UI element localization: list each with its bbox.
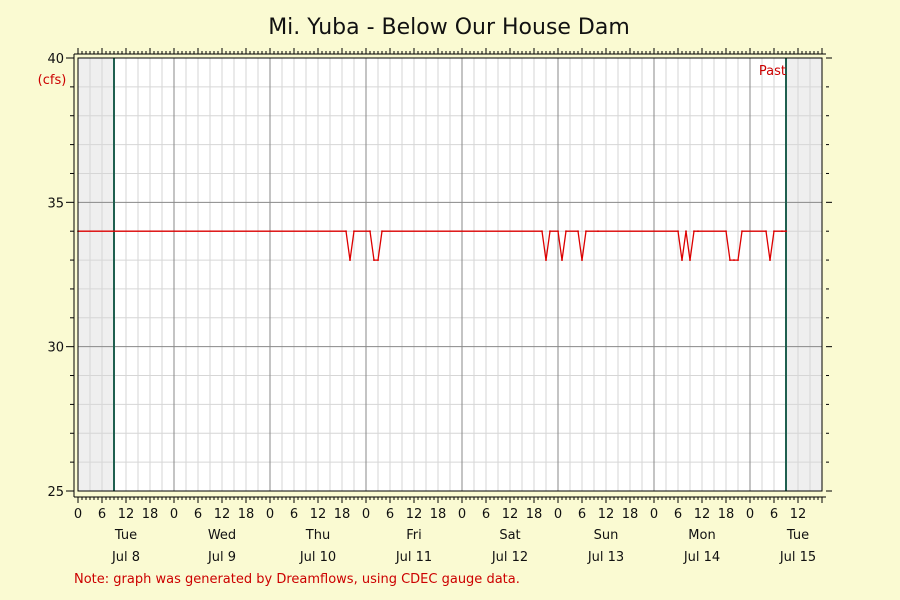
data-point — [697, 230, 699, 233]
data-point — [581, 259, 583, 261]
day-weekday-label: Mon — [688, 528, 715, 543]
data-point — [685, 230, 687, 233]
past-label: Past — [759, 64, 786, 79]
x-tick-label: 0 — [554, 507, 562, 522]
day-weekday-label: Tue — [114, 528, 137, 543]
x-tick-label: 6 — [194, 507, 202, 522]
data-point — [381, 230, 383, 233]
data-point — [549, 230, 551, 233]
x-tick-label: 18 — [142, 507, 159, 522]
data-point — [725, 230, 727, 233]
y-tick-label: 35 — [47, 196, 64, 211]
data-point — [785, 230, 787, 233]
x-tick-label: 12 — [790, 507, 807, 522]
day-date-label: Jul 8 — [111, 550, 140, 565]
day-date-label: Jul 14 — [683, 550, 720, 565]
day-date-label: Jul 12 — [491, 550, 528, 565]
data-point — [565, 230, 567, 233]
data-point — [773, 230, 775, 233]
x-tick-label: 12 — [214, 507, 231, 522]
x-tick-label: 0 — [74, 507, 82, 522]
x-tick-label: 6 — [482, 507, 490, 522]
data-point — [693, 230, 695, 233]
x-tick-label: 18 — [622, 507, 639, 522]
x-tick-label: 18 — [238, 507, 255, 522]
day-weekday-label: Wed — [208, 528, 236, 543]
x-tick-label: 0 — [170, 507, 178, 522]
day-weekday-label: Thu — [305, 528, 330, 543]
day-date-label: Jul 10 — [299, 550, 336, 565]
x-tick-label: 12 — [502, 507, 519, 522]
x-tick-label: 18 — [718, 507, 735, 522]
day-date-label: Jul 13 — [587, 550, 624, 565]
data-point — [349, 259, 351, 261]
x-tick-label: 18 — [334, 507, 351, 522]
x-tick-label: 12 — [310, 507, 327, 522]
data-point — [597, 230, 599, 233]
data-point — [369, 230, 371, 233]
shaded-region-left — [78, 58, 114, 491]
x-tick-label: 12 — [118, 507, 135, 522]
data-point — [557, 230, 559, 233]
x-tick-label: 0 — [266, 507, 274, 522]
data-point — [737, 259, 739, 261]
x-tick-label: 0 — [362, 507, 370, 522]
data-point — [545, 259, 547, 261]
data-point — [769, 259, 771, 261]
data-point — [561, 259, 563, 261]
day-date-label: Jul 15 — [779, 550, 816, 565]
data-point — [781, 230, 783, 233]
data-point — [765, 230, 767, 233]
x-tick-label: 6 — [98, 507, 106, 522]
data-point — [577, 230, 579, 233]
day-date-label: Jul 11 — [395, 550, 432, 565]
data-point — [733, 259, 735, 261]
data-point — [741, 230, 743, 233]
data-point — [377, 259, 379, 261]
x-tick-label: 6 — [674, 507, 682, 522]
y-tick-label: 30 — [47, 341, 64, 356]
footnote: Note: graph was generated by Dreamflows,… — [74, 572, 520, 587]
x-tick-label: 12 — [598, 507, 615, 522]
y-tick-label: 40 — [47, 52, 64, 67]
shaded-region-right — [786, 58, 822, 491]
data-point — [681, 259, 683, 261]
chart-title: Mi. Yuba - Below Our House Dam — [268, 15, 630, 40]
day-date-label: Jul 9 — [207, 550, 236, 565]
x-tick-label: 18 — [430, 507, 447, 522]
y-axis-unit-label: (cfs) — [38, 73, 67, 88]
series-line — [78, 230, 786, 261]
day-weekday-label: Sun — [594, 528, 619, 543]
x-tick-label: 0 — [746, 507, 754, 522]
day-weekday-label: Tue — [786, 528, 809, 543]
data-point — [689, 259, 691, 261]
x-tick-label: 18 — [526, 507, 543, 522]
plot-frame — [77, 57, 823, 492]
data-point — [345, 230, 347, 233]
day-weekday-label: Sat — [499, 528, 520, 543]
data-point — [541, 230, 543, 233]
data-point — [373, 259, 375, 261]
x-tick-label: 0 — [458, 507, 466, 522]
x-tick-label: 6 — [386, 507, 394, 522]
x-tick-label: 6 — [290, 507, 298, 522]
data-point — [353, 230, 355, 233]
y-tick-label: 25 — [47, 485, 64, 500]
x-tick-label: 12 — [406, 507, 423, 522]
x-tick-label: 6 — [770, 507, 778, 522]
data-point — [585, 230, 587, 233]
day-weekday-label: Fri — [406, 528, 422, 543]
data-point — [729, 259, 731, 261]
x-tick-label: 12 — [694, 507, 711, 522]
x-tick-label: 0 — [650, 507, 658, 522]
data-point — [677, 230, 679, 233]
x-tick-label: 6 — [578, 507, 586, 522]
